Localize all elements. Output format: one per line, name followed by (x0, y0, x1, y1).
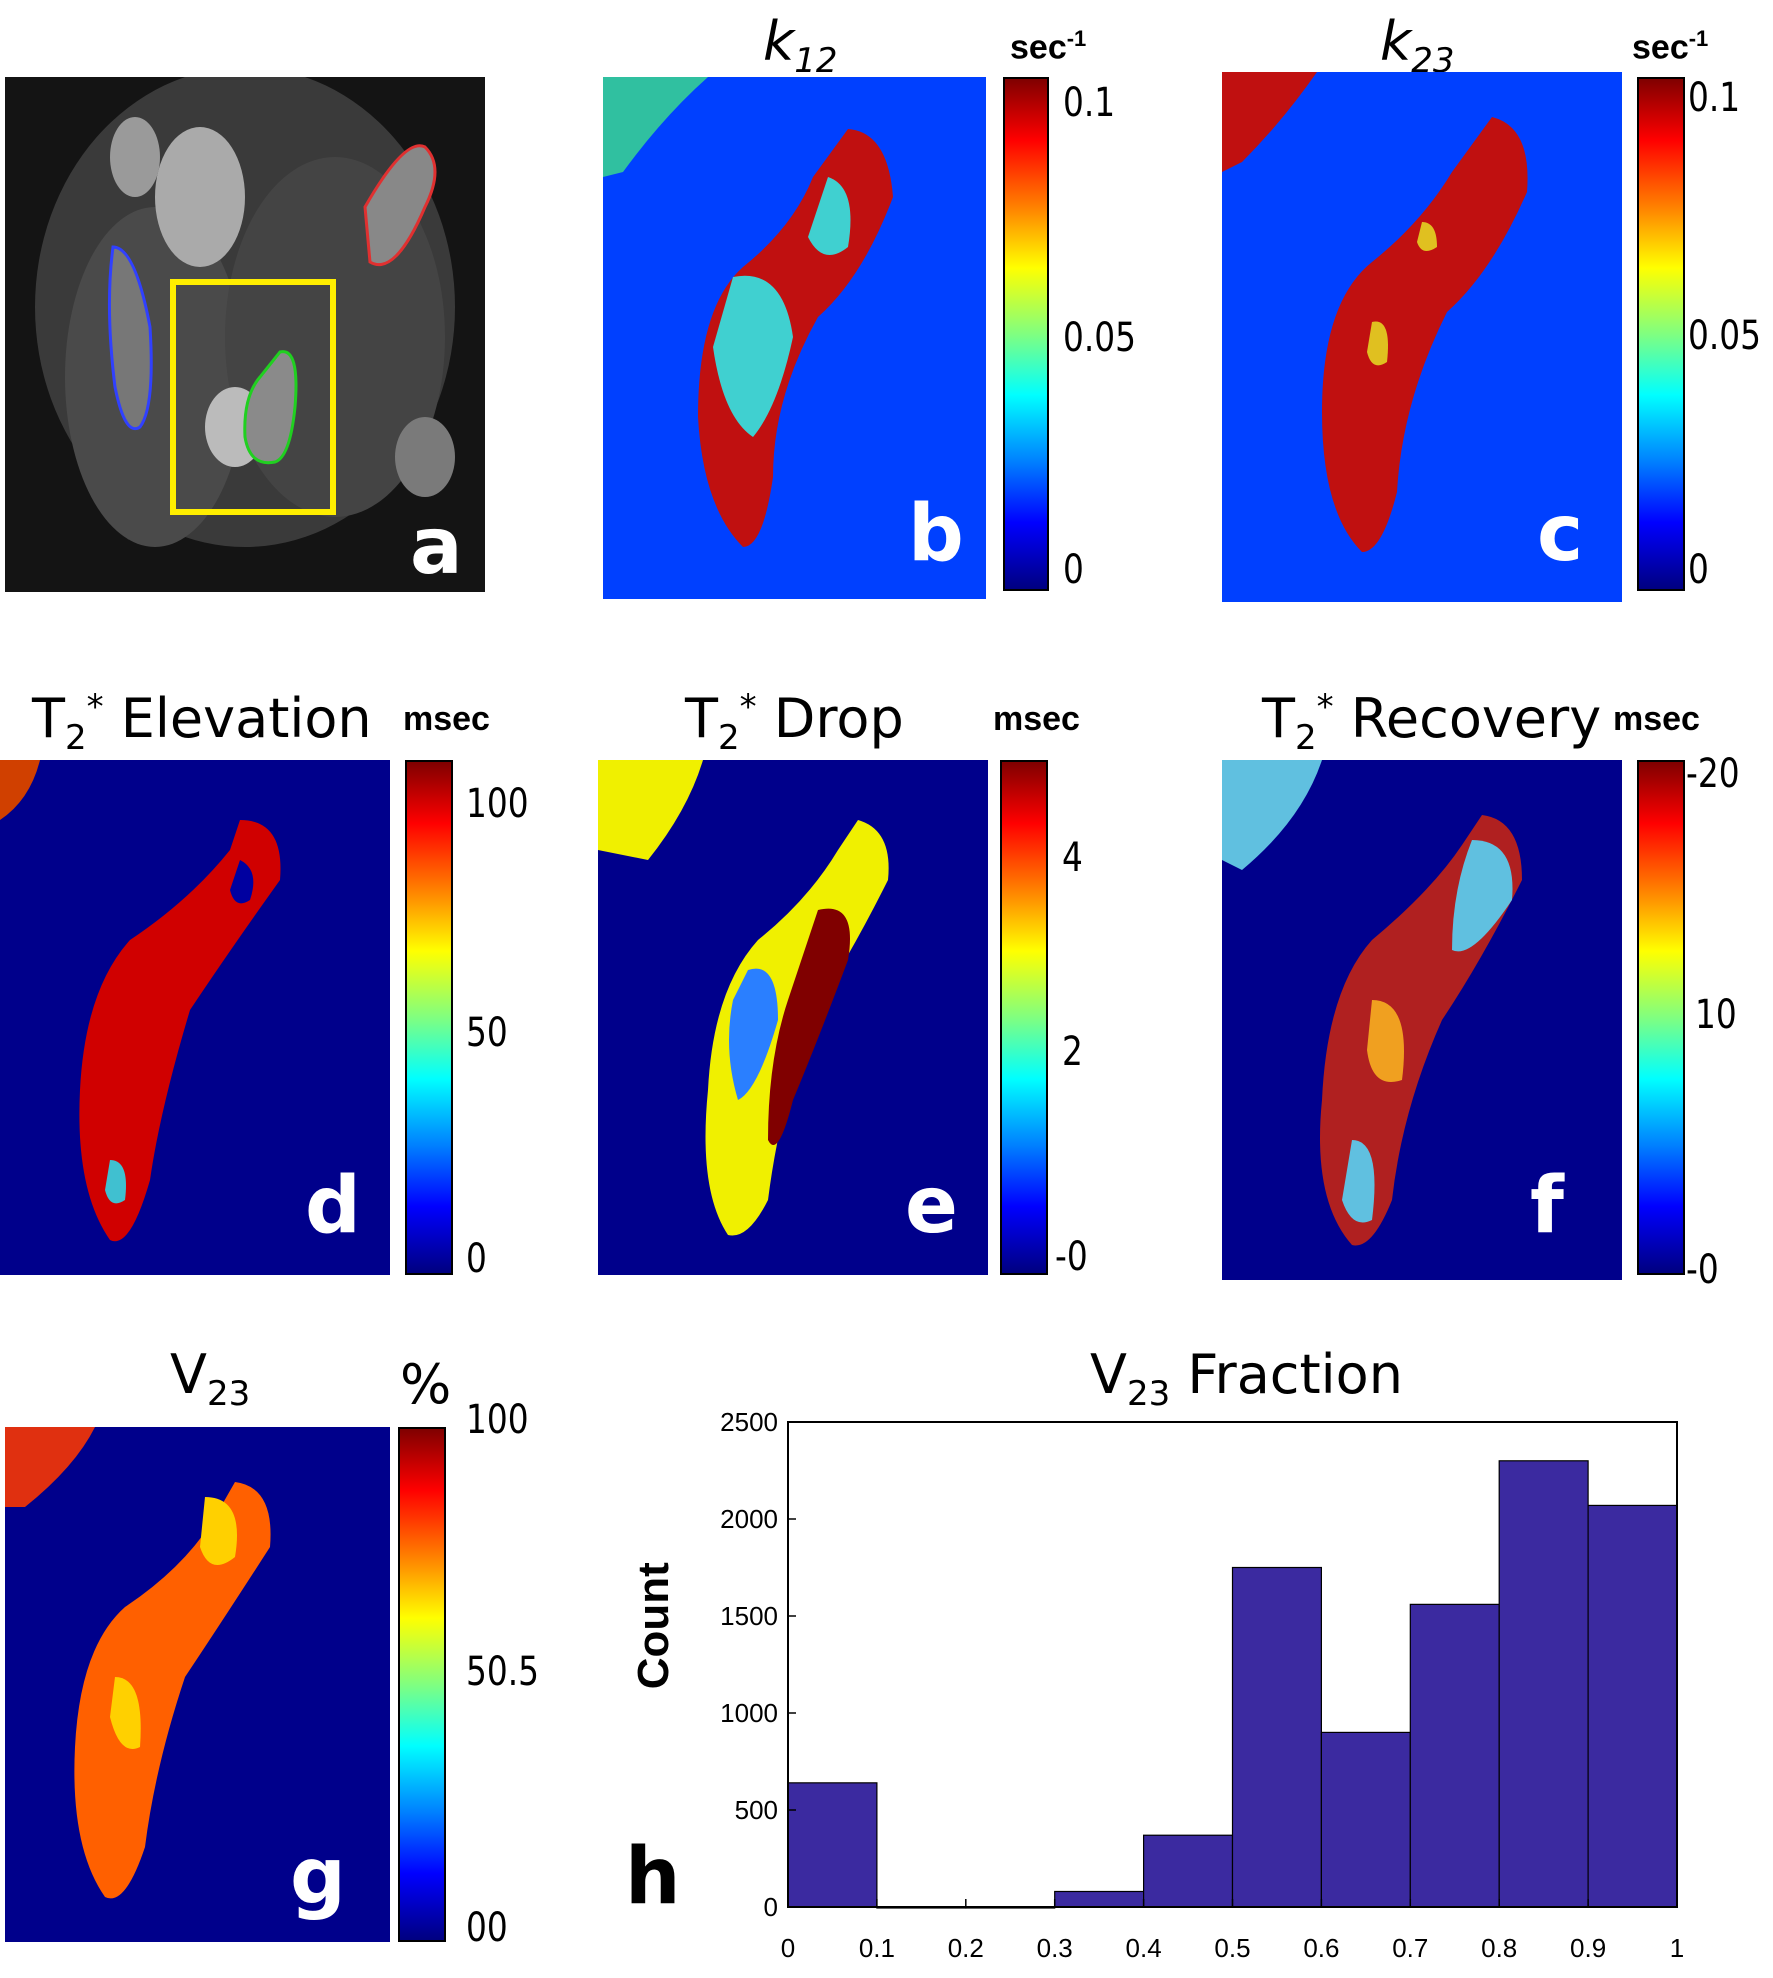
panel-c-colorbar (1637, 77, 1685, 591)
panel-g-tick-top: 100 (466, 1397, 529, 1443)
panel-a-letter: a (410, 502, 463, 592)
panel-b-k12-map (603, 77, 986, 599)
y-tick-label: 2000 (720, 1504, 778, 1534)
y-tick-label: 1000 (720, 1698, 778, 1728)
panel-f-unit: msec (1613, 700, 1700, 738)
panel-f-title: T2* Recovery (1262, 687, 1602, 758)
panel-e-tick-bottom: -0 (1055, 1234, 1088, 1280)
panel-e-letter: e (905, 1161, 958, 1251)
panel-d-colorbar (405, 760, 453, 1275)
panel-c-title: k23 (1380, 10, 1455, 81)
x-tick-label: 0.2 (948, 1933, 984, 1963)
panel-d-unit: msec (403, 700, 490, 738)
x-tick-label: 0.9 (1570, 1933, 1606, 1963)
spleen-contour (363, 144, 437, 267)
panel-e-t2-drop-map (598, 760, 988, 1275)
histogram-bar (1142, 1834, 1234, 1908)
y-tick-label: 2500 (720, 1407, 778, 1437)
panel-d-tick-bottom: 0 (466, 1236, 487, 1282)
panel-d-t2-elevation-map (0, 760, 390, 1275)
x-tick-label: 0.5 (1214, 1933, 1250, 1963)
panel-b-tick-bottom: 0 (1063, 547, 1084, 593)
panel-e-tick-mid: 2 (1062, 1029, 1083, 1075)
panel-f-colorbar (1637, 760, 1685, 1275)
panel-f-tick-top: -20 (1686, 751, 1740, 797)
panel-c-tick-mid: 0.05 (1688, 313, 1762, 359)
x-tick-label: 0.6 (1303, 1933, 1339, 1963)
panel-f-tick-bottom: -0 (1686, 1247, 1719, 1293)
panel-d-tick-top: 100 (466, 781, 529, 827)
panel-g-v23-map (5, 1427, 390, 1942)
histogram-bar (1498, 1460, 1589, 1908)
panel-g-title: V23 (170, 1343, 251, 1414)
x-tick-label: 0.3 (1037, 1933, 1073, 1963)
kidney-contour (107, 245, 153, 431)
panel-b-letter: b (908, 489, 964, 579)
roi-box (170, 279, 336, 515)
panel-g-colorbar (398, 1427, 446, 1942)
x-tick-label: 1 (1670, 1933, 1684, 1963)
panel-f-letter: f (1530, 1161, 1564, 1251)
panel-b-tick-mid: 0.05 (1063, 315, 1137, 361)
histogram-bar (1320, 1731, 1411, 1908)
x-tick-label: 0.7 (1392, 1933, 1428, 1963)
panel-b-tick-top: 0.1 (1063, 80, 1116, 126)
panel-e-title: T2* Drop (685, 687, 904, 758)
histogram-chart: 0 0.1 0.2 0.3 0.4 0.5 0.6 0.7 0.8 0.9 1 0 500 1000 150… (629, 1407, 1684, 1963)
panel-e-unit: msec (993, 700, 1080, 738)
panel-c-tick-bottom: 0 (1688, 547, 1709, 593)
panel-d-title: T2* Elevation (32, 687, 372, 758)
y-tick-label: 500 (735, 1795, 778, 1825)
panel-e-colorbar (1000, 760, 1048, 1275)
panel-d-tick-mid: 50 (466, 1010, 508, 1056)
panel-d-letter: d (305, 1161, 361, 1251)
y-axis-label: Count (629, 1562, 678, 1689)
histogram-bar (787, 1782, 878, 1908)
panel-g-tick-mid: 50.5 (466, 1649, 540, 1695)
panel-h-letter: h (625, 1832, 681, 1922)
y-tick-label: 0 (764, 1892, 778, 1922)
panel-c-unit: sec-1 (1632, 26, 1709, 67)
panel-b-unit: sec-1 (1010, 26, 1087, 67)
x-tick-label: 0.8 (1481, 1933, 1517, 1963)
panel-c-tick-top: 0.1 (1688, 75, 1741, 121)
histogram-bar (1231, 1566, 1323, 1908)
histogram-bar (1054, 1890, 1145, 1908)
y-tick-label: 1500 (720, 1601, 778, 1631)
panel-f-t2-recovery-map (1222, 760, 1622, 1280)
x-tick-label: 0.1 (859, 1933, 895, 1963)
histogram-bar (1587, 1504, 1678, 1908)
panel-a-mri-image (5, 77, 485, 592)
panel-g-letter: g (290, 1832, 346, 1922)
panel-c-k23-map (1222, 72, 1622, 602)
panel-g-unit: % (400, 1353, 452, 1416)
chart-title: V23 Fraction (1090, 1343, 1403, 1414)
x-tick-label: 0 (781, 1933, 795, 1963)
x-tick-label: 0.4 (1126, 1933, 1162, 1963)
panel-f-tick-mid: 10 (1695, 992, 1737, 1038)
panel-b-colorbar (1003, 77, 1049, 591)
panel-g-tick-bottom: 00 (466, 1905, 508, 1951)
histogram-bar (1409, 1603, 1500, 1908)
pancreas-contour (243, 350, 298, 465)
panel-e-tick-top: 4 (1062, 835, 1083, 881)
panel-b-title: k12 (763, 10, 838, 81)
panel-c-letter: c (1537, 489, 1584, 579)
